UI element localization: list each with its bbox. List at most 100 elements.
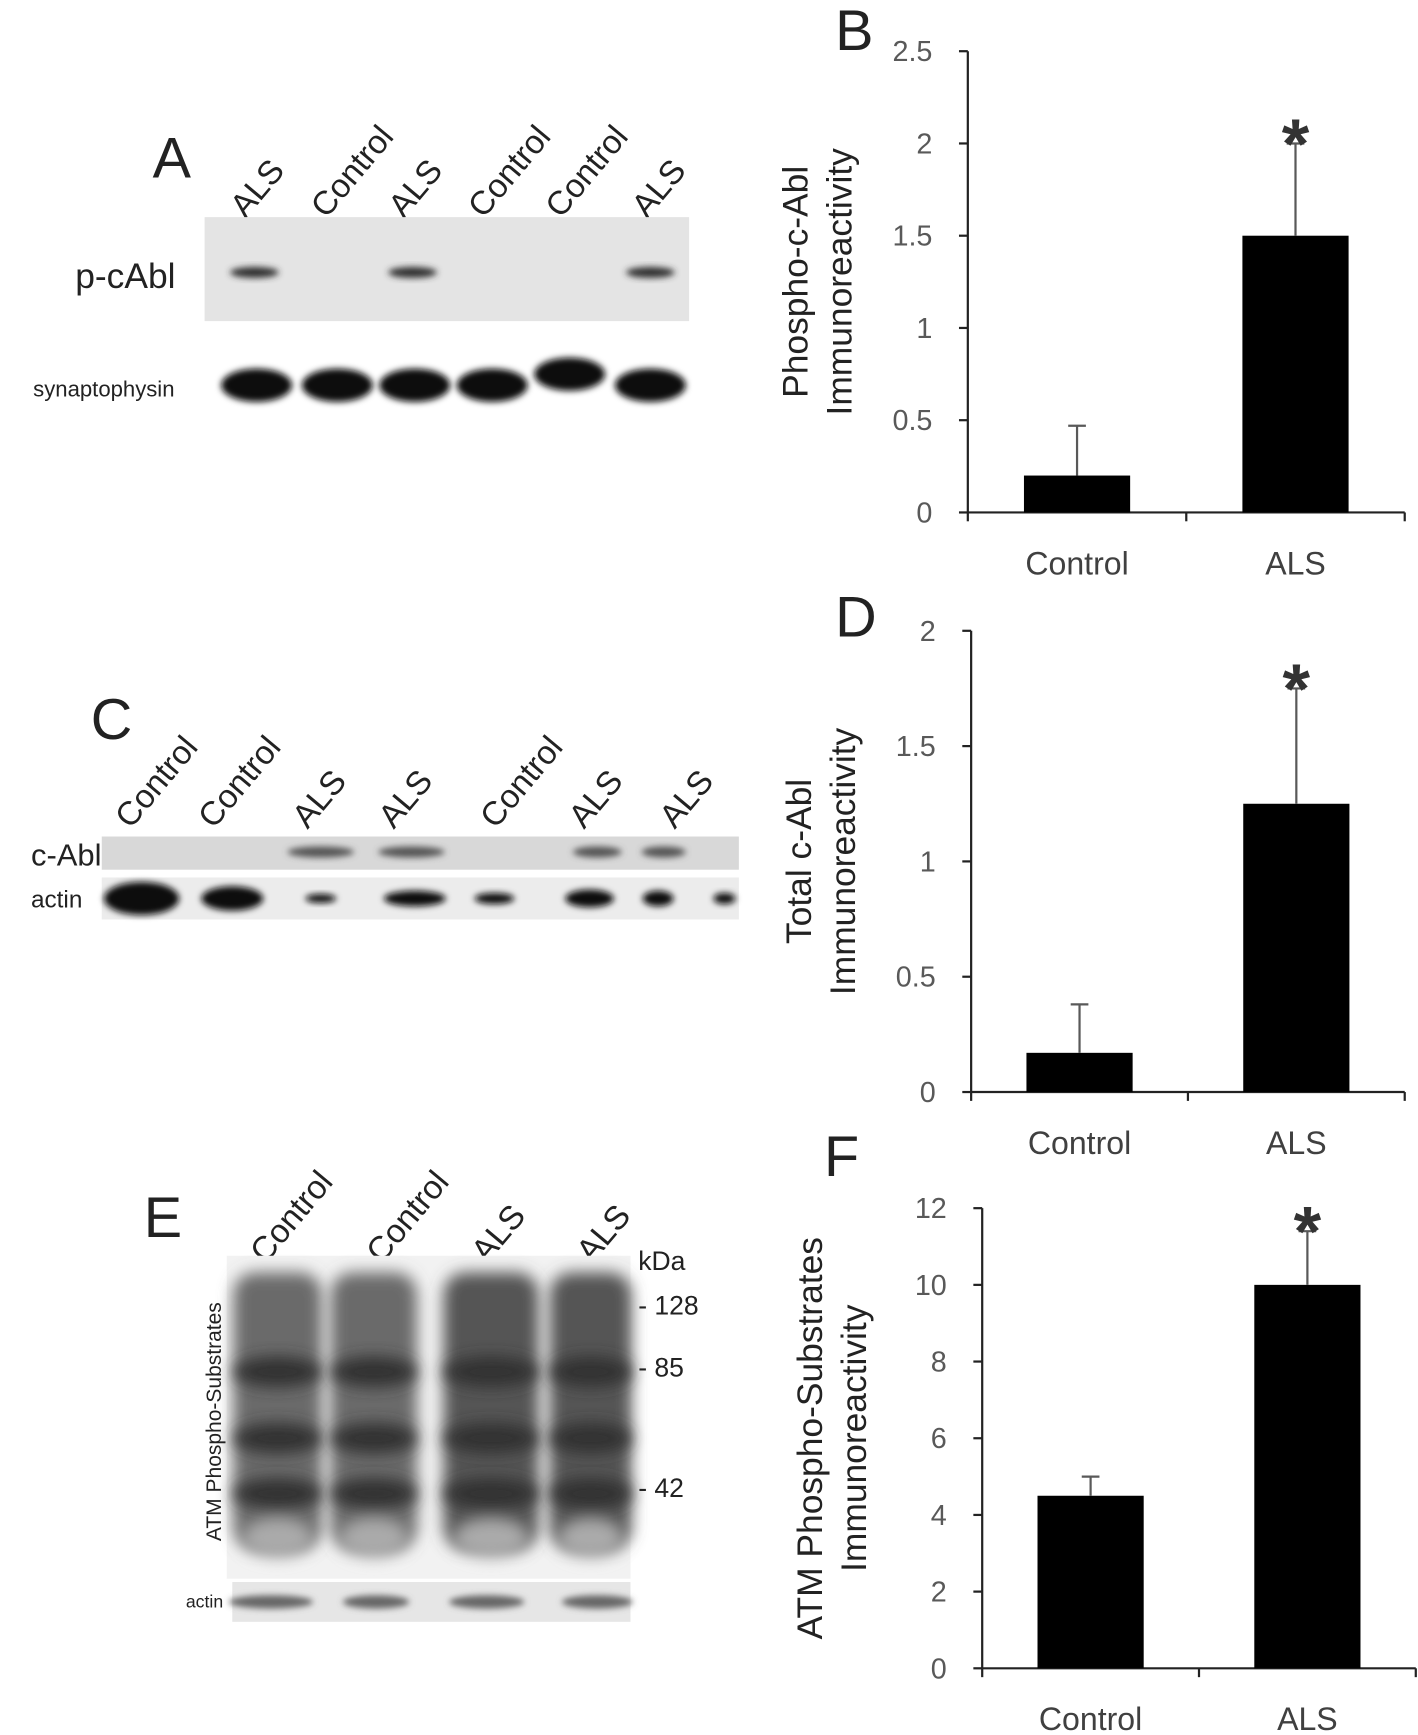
panel-label: D [835, 585, 877, 649]
band [305, 894, 337, 903]
y-tick-label: 1.5 [896, 731, 936, 763]
band [713, 892, 736, 905]
y-tick-label: 1 [920, 846, 936, 878]
lane-label: Control [473, 729, 570, 835]
mw-marker: - 42 [638, 1473, 684, 1503]
y-tick-label: 6 [931, 1423, 947, 1455]
lane-label: Control [359, 1164, 456, 1270]
band [201, 886, 264, 911]
band [572, 846, 622, 858]
panel-label: F [824, 1125, 859, 1189]
y-axis-label: Total c-Abl [780, 779, 819, 944]
band [474, 892, 515, 905]
bar [1026, 1052, 1133, 1093]
error-bar [1068, 424, 1086, 476]
lane-label: Control [461, 119, 558, 225]
band [443, 1478, 539, 1510]
y-tick-label: 2 [916, 128, 932, 160]
band [534, 357, 606, 391]
band [549, 1478, 632, 1510]
band [379, 368, 451, 402]
y-tick-label: 2.5 [892, 36, 932, 68]
x-tick-label: Control [1039, 1701, 1142, 1735]
y-tick-label: 8 [931, 1347, 947, 1379]
error-bar [1081, 1475, 1100, 1496]
band [242, 1517, 314, 1558]
lane-smear [549, 1272, 632, 1549]
y-tick-label: 1.5 [892, 221, 932, 253]
band [549, 1422, 632, 1454]
band [330, 1422, 417, 1454]
lane-label: Control [539, 119, 636, 225]
y-tick-label: 2 [931, 1577, 947, 1609]
bar [1242, 235, 1349, 513]
band [443, 1422, 539, 1454]
band [339, 1517, 409, 1558]
band [103, 881, 180, 916]
annotation: * [1282, 104, 1310, 183]
error-bar [1287, 687, 1306, 804]
lane-label: Control [304, 119, 401, 225]
band [330, 1478, 417, 1510]
band [233, 1422, 322, 1454]
lane-smear [443, 1272, 539, 1549]
lane-label: ALS [382, 153, 451, 225]
lane-label: ALS [372, 763, 441, 835]
band [287, 846, 354, 858]
band [378, 846, 445, 858]
y-axis-label: ATM Phospho-Substrates [791, 1237, 830, 1639]
panel-label: E [144, 1186, 182, 1250]
x-tick-label: ALS [1265, 545, 1326, 581]
y-tick-label: 2 [920, 616, 936, 648]
lane-label: ALS [223, 153, 292, 225]
y-axis-label: Immunoreactivity [821, 148, 860, 416]
band [557, 1517, 624, 1558]
x-tick-label: ALS [1277, 1701, 1338, 1735]
y-tick-label: 0.5 [892, 405, 932, 437]
band [641, 846, 686, 858]
bar [1023, 475, 1131, 513]
error-bar [1070, 1003, 1089, 1053]
blot-strip [204, 217, 690, 322]
lane-label: ALS [562, 763, 631, 835]
y-axis-label: Immunoreactivity [824, 727, 863, 995]
band [233, 1478, 322, 1510]
panel-label: B [835, 0, 873, 63]
band [342, 1595, 410, 1609]
y-tick-label: 10 [915, 1270, 947, 1302]
x-tick-label: ALS [1266, 1125, 1327, 1161]
lane-label: ALS [652, 763, 721, 835]
band [561, 1595, 633, 1609]
panel-label: A [153, 126, 192, 190]
y-axis-label: Immunoreactivity [835, 1304, 874, 1572]
y-tick-label: 12 [915, 1193, 947, 1225]
lane-label: ALS [625, 153, 694, 225]
x-tick-label: Control [1028, 1125, 1131, 1161]
lane-smear [233, 1272, 322, 1549]
x-tick-label: Control [1025, 545, 1128, 581]
lane-label: ALS [285, 763, 354, 835]
band [626, 266, 675, 278]
lane-label: Control [243, 1164, 340, 1270]
band [221, 368, 293, 402]
bar [1243, 803, 1350, 1093]
mw-marker: - 85 [638, 1352, 684, 1382]
band [330, 1356, 417, 1388]
y-tick-label: 0 [916, 497, 932, 529]
row-label: actin [186, 1591, 223, 1611]
row-label: actin [31, 886, 82, 913]
band [301, 368, 373, 402]
band [642, 890, 674, 907]
row-label: synaptophysin [33, 376, 174, 401]
error-bar [1298, 1230, 1317, 1285]
mw-unit: kDa [638, 1246, 685, 1276]
y-axis-label: Phospho-c-Abl [776, 166, 815, 398]
mw-marker: - 128 [638, 1290, 698, 1320]
band [549, 1356, 632, 1388]
error-bar [1286, 142, 1305, 236]
band [230, 266, 279, 278]
panel-label: C [91, 688, 133, 752]
annotation: * [1283, 649, 1311, 728]
